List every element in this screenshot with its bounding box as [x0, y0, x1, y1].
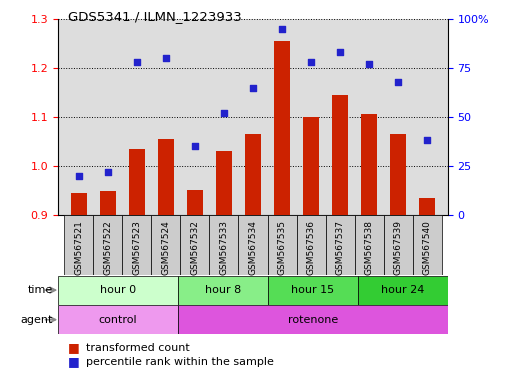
Point	[104, 169, 112, 175]
Text: agent: agent	[21, 314, 53, 325]
Bar	[58, 305, 178, 334]
Text: GSM567540: GSM567540	[422, 220, 431, 275]
Bar	[268, 276, 357, 305]
Bar	[354, 215, 383, 275]
Text: GSM567535: GSM567535	[277, 220, 286, 275]
Bar	[151, 215, 180, 275]
Bar	[178, 276, 268, 305]
Bar	[209, 215, 238, 275]
Bar	[122, 215, 151, 275]
Text: GSM567524: GSM567524	[161, 220, 170, 275]
Bar	[296, 215, 325, 275]
Point	[365, 61, 373, 67]
Text: GSM567533: GSM567533	[219, 220, 228, 275]
Bar	[128, 149, 144, 215]
Bar	[357, 276, 447, 305]
Bar	[158, 139, 173, 215]
Text: hour 24: hour 24	[380, 285, 424, 295]
Bar	[332, 95, 347, 215]
Text: GSM567523: GSM567523	[132, 220, 141, 275]
Text: percentile rank within the sample: percentile rank within the sample	[86, 357, 273, 367]
Bar	[244, 134, 261, 215]
Bar	[93, 215, 122, 275]
Text: time: time	[28, 285, 53, 295]
Point	[190, 143, 198, 149]
Bar	[302, 117, 319, 215]
Point	[220, 110, 228, 116]
Bar	[186, 190, 203, 215]
Bar	[70, 193, 86, 215]
Point	[393, 79, 401, 85]
Bar	[412, 215, 441, 275]
Text: GSM567536: GSM567536	[306, 220, 315, 275]
Point	[74, 172, 82, 179]
Text: ■: ■	[68, 355, 80, 368]
Bar	[383, 215, 412, 275]
Text: GSM567534: GSM567534	[248, 220, 257, 275]
Text: hour 15: hour 15	[291, 285, 334, 295]
Text: GSM567521: GSM567521	[74, 220, 83, 275]
Text: GSM567532: GSM567532	[190, 220, 199, 275]
Bar	[180, 215, 209, 275]
Point	[307, 59, 315, 65]
Point	[132, 59, 140, 65]
Text: hour 0: hour 0	[100, 285, 136, 295]
Text: transformed count: transformed count	[86, 343, 189, 353]
Bar	[419, 197, 435, 215]
Text: GSM567522: GSM567522	[103, 220, 112, 275]
Text: ■: ■	[68, 341, 80, 354]
Bar	[274, 41, 289, 215]
Text: GSM567539: GSM567539	[393, 220, 402, 275]
Point	[162, 55, 170, 61]
Text: GDS5341 / ILMN_1223933: GDS5341 / ILMN_1223933	[68, 10, 241, 23]
Bar	[64, 215, 93, 275]
Text: hour 8: hour 8	[205, 285, 241, 295]
Point	[277, 26, 285, 32]
Bar	[99, 191, 115, 215]
Bar	[58, 276, 178, 305]
Bar	[390, 134, 406, 215]
Bar	[238, 215, 267, 275]
Point	[248, 84, 257, 91]
Bar	[178, 305, 447, 334]
Point	[423, 137, 431, 144]
Text: control: control	[98, 314, 137, 325]
Text: rotenone: rotenone	[287, 314, 337, 325]
Bar	[216, 151, 231, 215]
Bar	[325, 215, 354, 275]
Bar	[361, 114, 377, 215]
Text: GSM567537: GSM567537	[335, 220, 344, 275]
Point	[335, 50, 343, 56]
Bar	[267, 215, 296, 275]
Text: GSM567538: GSM567538	[364, 220, 373, 275]
